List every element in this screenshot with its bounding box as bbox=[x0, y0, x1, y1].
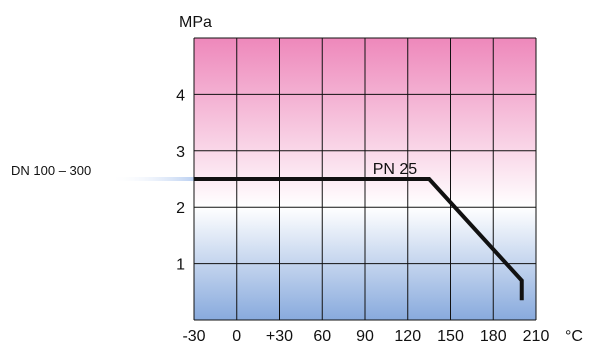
y-axis-unit: MPa bbox=[179, 14, 212, 31]
x-tick-label: 90 bbox=[356, 328, 374, 345]
x-tick-label: -30 bbox=[182, 328, 205, 345]
x-tick-label: 60 bbox=[313, 328, 331, 345]
x-axis-tick-labels: -30 0 +30 60 90 120 150 180 210 bbox=[182, 328, 549, 345]
y-tick-label: 3 bbox=[176, 144, 185, 161]
series-label-strip bbox=[110, 177, 194, 181]
y-axis-tick-labels: 1 2 3 4 bbox=[176, 87, 185, 273]
x-tick-label: +30 bbox=[266, 328, 293, 345]
pn-25-annotation: PN 25 bbox=[373, 161, 418, 178]
x-tick-label: 210 bbox=[523, 328, 550, 345]
x-axis-unit: °C bbox=[565, 328, 583, 345]
x-tick-label: 150 bbox=[437, 328, 464, 345]
grid-lines bbox=[193, 37, 537, 321]
series-line-dn-100-300 bbox=[194, 177, 524, 301]
y-tick-label: 1 bbox=[176, 257, 185, 274]
x-tick-label: 120 bbox=[394, 328, 421, 345]
y-tick-label: 4 bbox=[176, 87, 185, 104]
x-tick-label: 0 bbox=[232, 328, 241, 345]
series-label-dn-100-300: DN 100 – 300 bbox=[11, 163, 91, 178]
x-tick-label: 180 bbox=[480, 328, 507, 345]
y-tick-label: 2 bbox=[176, 200, 185, 217]
